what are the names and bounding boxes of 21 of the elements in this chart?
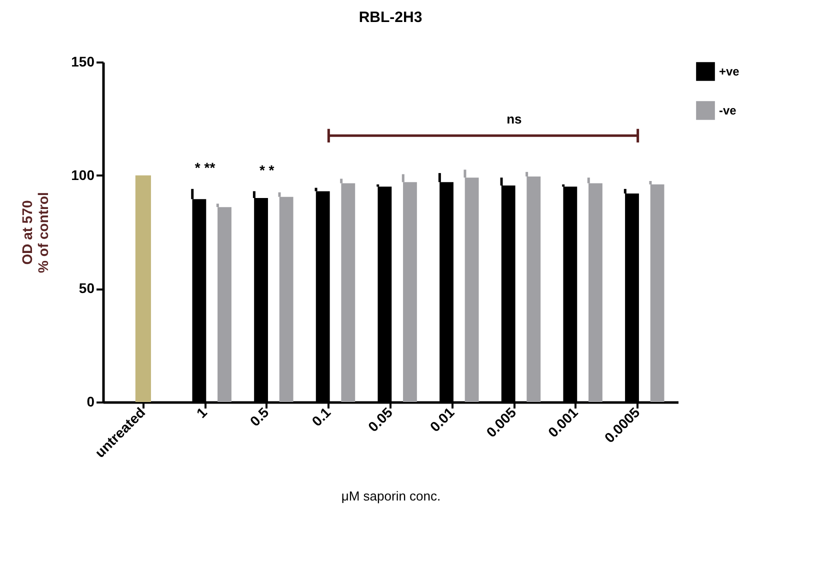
legend-label: -ve <box>719 104 737 118</box>
y-axis-title: OD at 570 % of control <box>19 192 52 273</box>
y-tick-label: 0 <box>86 394 95 410</box>
bar <box>218 207 232 402</box>
x-tick-label: 0.1 <box>308 404 334 430</box>
bar <box>279 196 294 402</box>
x-tick-label: 0.01 <box>426 404 458 435</box>
annotation: * * <box>259 162 275 178</box>
bar <box>526 176 541 402</box>
x-tick-label: 1 <box>193 404 210 421</box>
x-axis-title: μM saporin conc. <box>341 488 441 504</box>
y-tick-label: 50 <box>78 280 95 296</box>
chart-title: RBL-2H3 <box>358 9 422 26</box>
annotation: ns <box>506 112 522 127</box>
legend-label: +ve <box>719 64 740 78</box>
bar <box>650 184 664 402</box>
x-tick-label: 0.5 <box>246 404 272 430</box>
bar <box>135 175 151 402</box>
y-tick-label: 100 <box>71 166 95 183</box>
y-tick-label: 150 <box>71 54 95 70</box>
annotation: * ** <box>194 160 216 176</box>
